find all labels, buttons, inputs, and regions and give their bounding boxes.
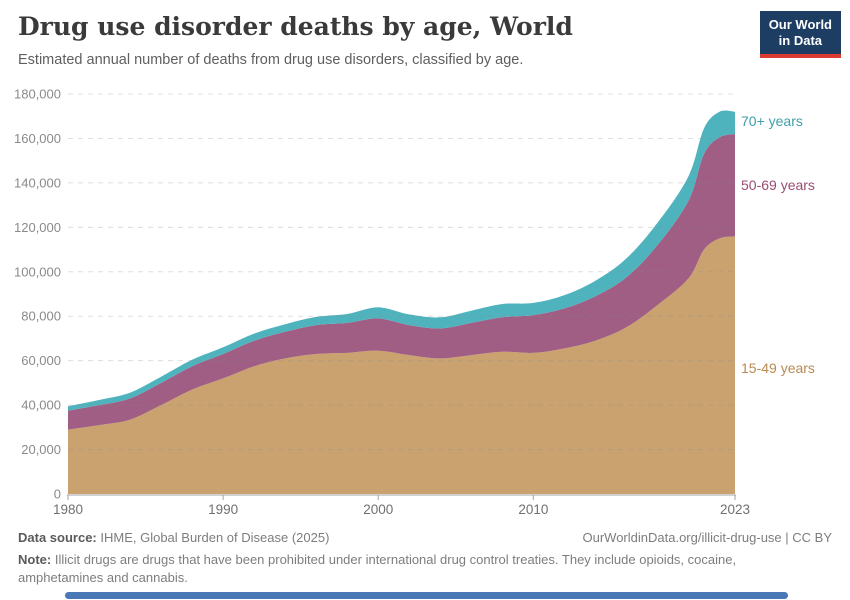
series-label-70plus[interactable]: 70+ years xyxy=(741,113,803,129)
y-tick-label: 120,000 xyxy=(14,220,61,235)
series-label-50-69[interactable]: 50-69 years xyxy=(741,177,815,193)
y-tick-label: 160,000 xyxy=(14,131,61,146)
y-tick-label: 80,000 xyxy=(21,309,61,324)
x-tick-label: 2000 xyxy=(363,502,393,517)
timeline-slider[interactable] xyxy=(65,592,788,599)
y-tick-label: 140,000 xyxy=(14,175,61,190)
note-value: Illicit drugs are drugs that have been p… xyxy=(18,552,737,586)
x-tick-label: 2023 xyxy=(720,502,750,517)
y-tick-label: 100,000 xyxy=(14,264,61,279)
area-15-49-years[interactable] xyxy=(68,236,735,494)
y-tick-label: 60,000 xyxy=(21,353,61,368)
x-tick-label: 1990 xyxy=(208,502,238,517)
data-source-value: IHME, Global Burden of Disease (2025) xyxy=(96,530,330,545)
note-line: Note: Illicit drugs are drugs that have … xyxy=(18,551,818,587)
owid-logo-line1: Our World xyxy=(768,17,832,32)
area-50-69-years[interactable] xyxy=(68,134,735,430)
owid-logo-line2: in Data xyxy=(778,33,823,49)
page-title: Drug use disorder deaths by age, World xyxy=(18,12,573,41)
series-label-15-49[interactable]: 15-49 years xyxy=(741,360,815,376)
y-tick-label: 20,000 xyxy=(21,442,61,457)
owid-logo[interactable]: Our World in Data xyxy=(759,11,841,58)
x-tick-label: 1980 xyxy=(53,502,83,517)
y-tick-label: 0 xyxy=(54,487,61,502)
footer: Data source: IHME, Global Burden of Dise… xyxy=(18,530,832,545)
y-tick-label: 40,000 xyxy=(21,398,61,413)
rights-link[interactable]: OurWorldinData.org/illicit-drug-use | CC… xyxy=(582,530,833,545)
data-source-line: Data source: IHME, Global Burden of Dise… xyxy=(18,530,329,545)
y-tick-label: 180,000 xyxy=(14,87,61,102)
data-source-label: Data source: xyxy=(18,530,97,545)
x-tick-label: 2010 xyxy=(518,502,548,517)
note-label: Note: xyxy=(18,552,52,567)
chart-subtitle: Estimated annual number of deaths from d… xyxy=(18,52,524,68)
